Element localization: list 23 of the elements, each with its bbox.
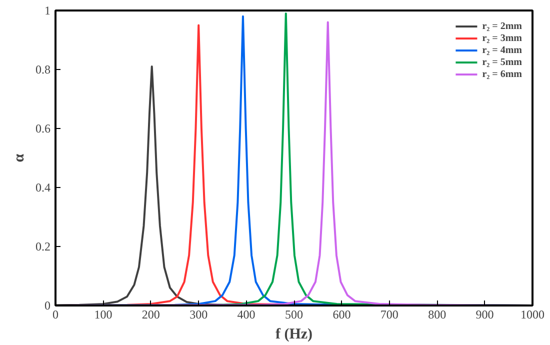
y-tick-label: 0.6 <box>36 122 50 136</box>
legend-label: r₂ = 6mm <box>482 68 522 80</box>
y-tick-label: 0.8 <box>36 62 50 76</box>
legend-label: r₂ = 3mm <box>482 32 522 44</box>
y-tick-label: 0 <box>44 298 50 312</box>
x-tick-label: 100 <box>94 308 112 322</box>
x-tick-label: 500 <box>285 308 303 322</box>
x-tick-label: 600 <box>332 308 351 322</box>
x-axis-title: f (Hz) <box>275 326 313 342</box>
x-tick-label: 700 <box>380 308 398 322</box>
y-axis-title: α <box>12 153 28 162</box>
y-tick-label: 1 <box>44 4 50 18</box>
legend-label: r₂ = 5mm <box>482 56 522 68</box>
x-tick-label: 1000 <box>520 308 544 322</box>
x-tick-label: 900 <box>476 308 494 322</box>
legend-label: r₂ = 4mm <box>482 44 522 56</box>
y-tick-label: 0.4 <box>36 180 50 194</box>
legend-label: r₂ = 2mm <box>482 20 522 32</box>
x-tick-label: 400 <box>237 308 256 322</box>
x-tick-label: 800 <box>428 308 446 322</box>
y-tick-label: 0.2 <box>36 240 50 254</box>
x-tick-label: 300 <box>190 308 208 322</box>
x-tick-label: 200 <box>142 308 160 322</box>
